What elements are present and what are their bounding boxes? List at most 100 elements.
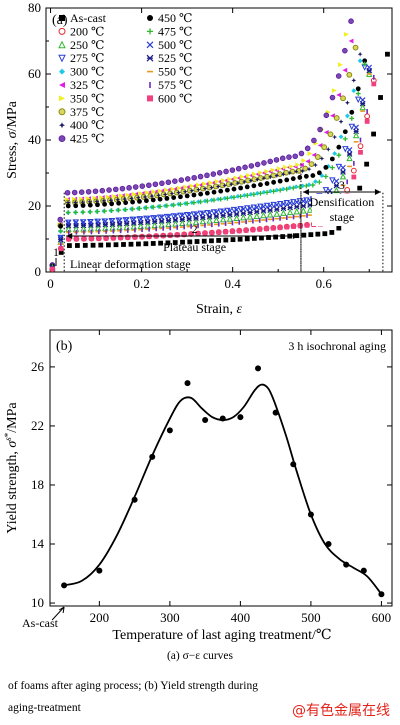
x-tick-label: 0.4 <box>225 276 242 291</box>
data-point <box>132 184 139 190</box>
data-point <box>144 190 150 196</box>
data-point <box>156 192 161 198</box>
data-point <box>301 232 307 238</box>
data-point <box>174 232 180 238</box>
legend-entry: 550 ℃ <box>147 65 192 79</box>
yield-strength-point <box>131 496 138 503</box>
data-point <box>336 225 342 231</box>
data-point <box>290 185 296 191</box>
data-point <box>95 222 101 228</box>
data-point <box>197 173 204 180</box>
data-point <box>208 180 214 186</box>
data-point <box>238 185 244 191</box>
data-point <box>165 240 171 246</box>
legend-marker <box>58 40 66 49</box>
data-point <box>202 230 208 236</box>
data-point <box>188 231 194 237</box>
sub-caption: (a) σ−ε curves <box>166 650 234 662</box>
data-point <box>235 165 242 172</box>
legend-marker <box>59 82 65 88</box>
yield-strength-point <box>219 415 226 422</box>
legend-entry: 500 ℃ <box>146 38 192 52</box>
data-point <box>178 194 183 200</box>
data-point <box>128 241 134 247</box>
data-point <box>116 223 123 231</box>
data-point <box>226 215 234 222</box>
data-point <box>335 73 342 79</box>
data-point <box>194 239 200 244</box>
data-point <box>215 184 221 189</box>
x-tick-label: 400 <box>231 610 251 625</box>
data-point <box>336 92 342 98</box>
data-point <box>293 169 299 174</box>
data-point <box>223 229 229 235</box>
data-point <box>94 198 100 204</box>
legend-label: 450 ℃ <box>158 11 192 25</box>
data-point <box>75 243 80 248</box>
data-point <box>317 143 323 148</box>
linear-stage-number: 1 <box>53 245 59 259</box>
data-point <box>332 134 338 140</box>
data-point <box>346 154 353 162</box>
data-point <box>346 147 353 153</box>
data-point <box>289 164 294 169</box>
data-point <box>198 191 204 197</box>
data-point <box>299 162 304 168</box>
legend-marker <box>58 108 66 116</box>
data-point <box>364 113 371 120</box>
data-point <box>290 176 296 182</box>
data-point <box>80 209 86 215</box>
yield-strength-point <box>149 453 156 460</box>
data-point <box>157 204 163 209</box>
plateau-stage-label: Plateau stage <box>163 240 226 254</box>
legend-entry: 400 ℃ <box>59 118 104 132</box>
data-point <box>191 175 197 181</box>
data-point <box>106 187 112 193</box>
data-point <box>96 235 102 241</box>
data-point <box>257 226 263 232</box>
data-point <box>189 188 195 194</box>
x-tick-label: 600 <box>372 610 392 625</box>
data-point <box>157 188 163 194</box>
data-point <box>151 221 158 229</box>
data-point <box>125 192 131 198</box>
stress-strain-chart: 0 0.2 0.4 0.6 0 20 40 60 80 2 Plateau stage 3 Densi… <box>5 0 393 317</box>
data-point <box>215 196 221 202</box>
legend-entry: As-cast <box>59 11 107 25</box>
data-point <box>280 205 287 212</box>
data-point <box>274 173 280 179</box>
data-point <box>196 187 201 193</box>
data-point <box>209 230 215 236</box>
data-point <box>191 192 197 198</box>
data-point <box>171 202 177 208</box>
data-point <box>90 242 96 248</box>
data-point <box>357 185 363 191</box>
data-point <box>267 158 274 165</box>
data-point <box>351 88 357 94</box>
data-point <box>162 192 168 197</box>
data-point <box>137 206 142 211</box>
data-point <box>150 197 156 203</box>
data-point <box>287 200 293 206</box>
legend-marker <box>147 28 153 35</box>
data-point <box>198 199 204 205</box>
legend-label: 575 ℃ <box>158 78 192 92</box>
data-point <box>305 159 311 164</box>
plateau-arrowhead-right <box>292 233 299 239</box>
data-point <box>165 179 172 186</box>
data-point <box>351 174 357 180</box>
chart-b-fit-curve <box>63 383 383 595</box>
data-point <box>267 202 273 209</box>
data-point <box>80 199 86 205</box>
data-point <box>300 203 307 209</box>
chart-b-axis-ticks: 200 300 400 500 600 10 14 18 22 26 <box>31 330 392 625</box>
data-point <box>204 172 210 179</box>
data-point <box>185 219 193 226</box>
data-point <box>189 183 195 189</box>
data-point <box>257 203 264 211</box>
data-point <box>158 221 165 228</box>
data-point <box>199 214 206 221</box>
data-point <box>125 234 131 240</box>
data-point <box>345 100 350 106</box>
data-point <box>244 193 250 198</box>
